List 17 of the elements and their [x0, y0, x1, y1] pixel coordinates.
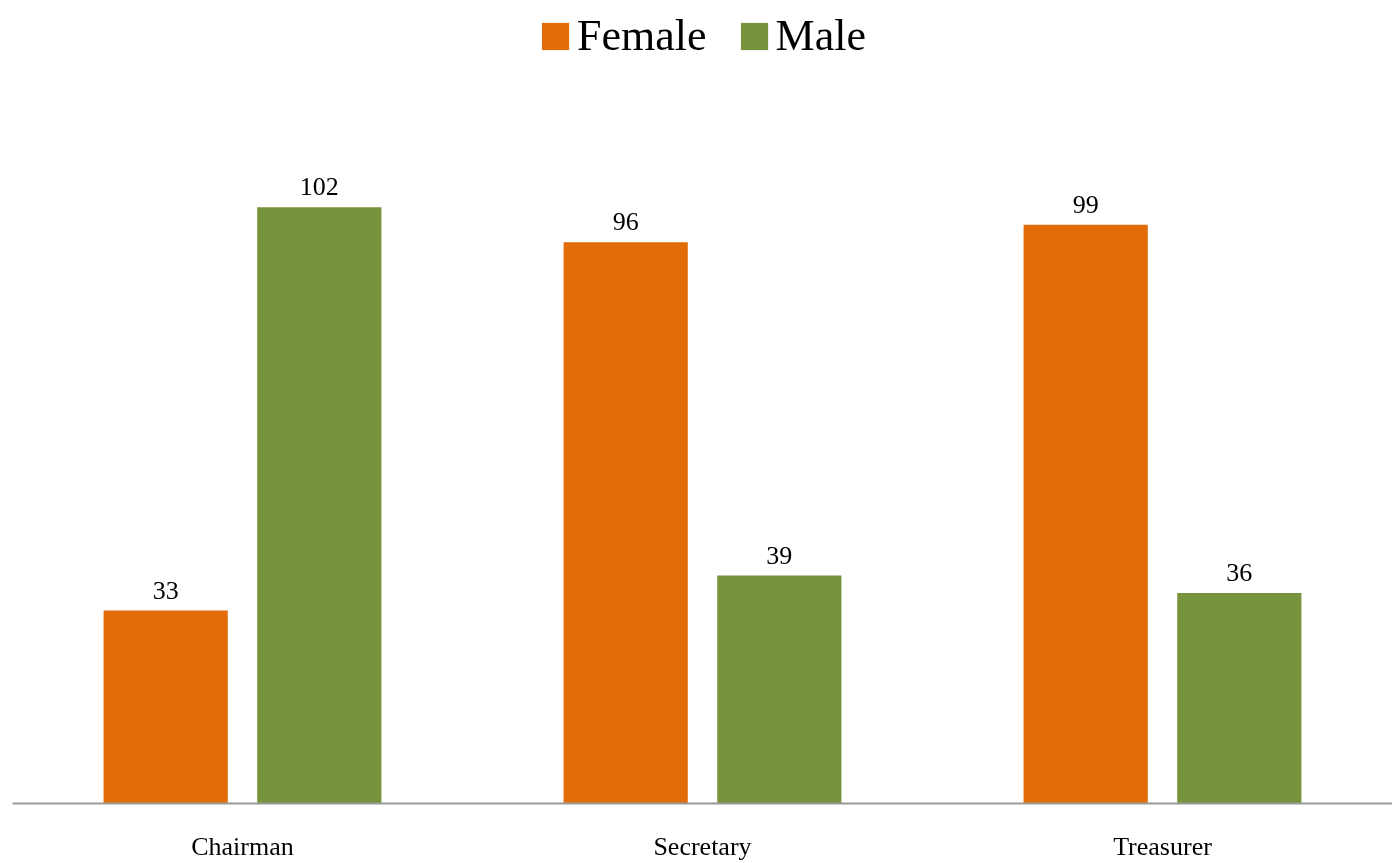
bar — [1177, 593, 1302, 804]
data-label: 33 — [152, 575, 179, 605]
x-tick-label: Chairman — [191, 831, 294, 861]
data-label: 99 — [1072, 189, 1099, 219]
legend-label: Female — [577, 10, 707, 61]
data-label: 96 — [612, 207, 639, 237]
legend-label: Male — [775, 10, 866, 61]
bar — [103, 610, 228, 804]
data-label: 102 — [299, 172, 339, 202]
bar — [563, 242, 688, 804]
data-label: 36 — [1226, 558, 1253, 588]
x-tick-label: Treasurer — [1113, 831, 1213, 861]
data-label: 39 — [766, 540, 793, 570]
bar — [257, 207, 382, 804]
bar — [717, 575, 842, 804]
bar — [1023, 224, 1148, 804]
x-tick-label: Secretary — [653, 831, 752, 861]
